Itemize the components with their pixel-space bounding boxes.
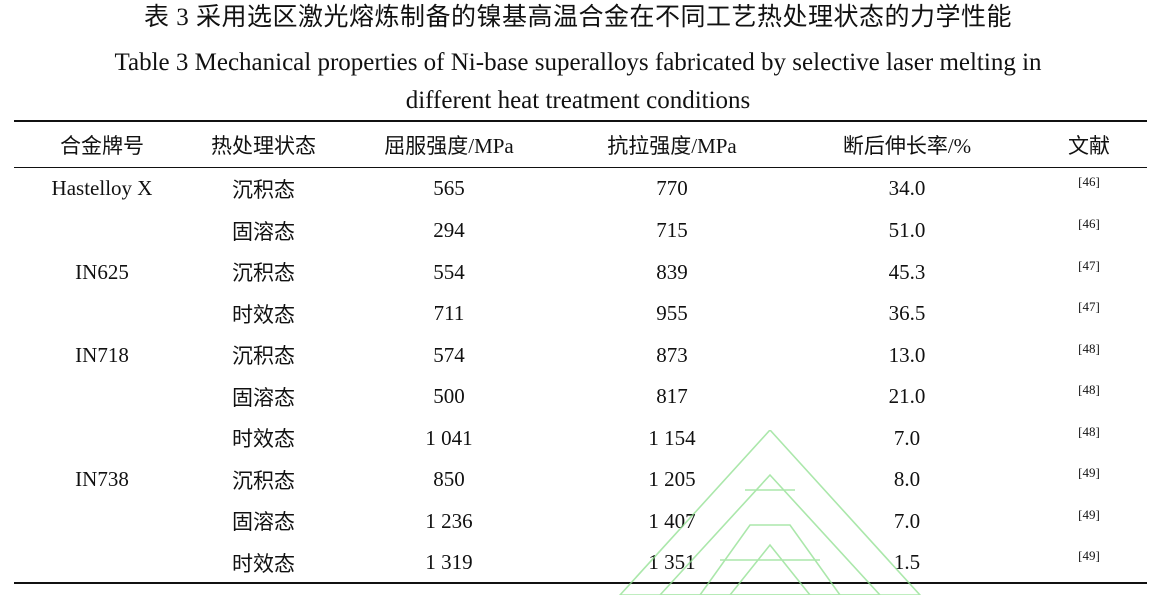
reference-citation: [48] <box>1078 382 1100 398</box>
mechanical-properties-table: 合金牌号 热处理状态 屈服强度/MPa 抗拉强度/MPa 断后伸长率/% 文献 … <box>14 122 1147 584</box>
cell-reference: [48] <box>1031 418 1147 460</box>
header-alloy: 合金牌号 <box>60 133 144 158</box>
cell-tensile: 1 154 <box>648 425 696 450</box>
cell-yield: 500 <box>433 384 465 409</box>
cell-alloy: Hastelloy X <box>51 176 153 200</box>
cell-alloy: IN625 <box>75 259 129 284</box>
cell-reference: [47] <box>1031 293 1147 335</box>
cell-alloy <box>14 210 190 252</box>
header-heat-treatment-state: 热处理状态 <box>211 133 316 158</box>
table-bottom-rule <box>14 582 1147 584</box>
cell-yield: 850 <box>433 467 465 492</box>
table-top-rule <box>14 120 1147 122</box>
reference-citation: [48] <box>1078 340 1100 356</box>
cell-state: 时效态 <box>232 302 295 327</box>
cell-reference: [46] <box>1031 210 1147 252</box>
cell-elongation: 34.0 <box>888 176 926 200</box>
cell-elongation: 1.5 <box>893 550 921 575</box>
cell-state: 沉积态 <box>232 177 295 202</box>
table-row: 固溶态 294 715 51.0 [46] <box>14 210 1147 252</box>
cell-alloy <box>14 501 190 543</box>
table-header-rule <box>14 167 1147 168</box>
cell-state: 固溶态 <box>232 219 295 244</box>
table-row: 固溶态 500 817 21.0 [48] <box>14 376 1147 418</box>
table-row: 时效态 1 319 1 351 1.5 [49] <box>14 542 1147 584</box>
cell-state: 沉积态 <box>232 468 295 493</box>
table-title-chinese: 表 3 采用选区激光熔炼制备的镍基高温合金在不同工艺热处理状态的力学性能 <box>143 4 1012 31</box>
cell-reference: [49] <box>1031 501 1147 543</box>
cell-elongation: 8.0 <box>893 467 921 492</box>
cell-yield: 1 319 <box>425 550 473 575</box>
table-row: 时效态 711 955 36.5 [47] <box>14 293 1147 335</box>
reference-citation: [46] <box>1078 174 1100 189</box>
cell-reference: [48] <box>1031 335 1147 377</box>
header-tensile-strength: 抗拉强度/MPa <box>607 133 737 158</box>
cell-tensile: 817 <box>656 384 688 409</box>
reference-citation: [47] <box>1078 299 1100 315</box>
cell-yield: 294 <box>433 218 465 243</box>
table-row: 固溶态 1 236 1 407 7.0 [49] <box>14 501 1147 543</box>
table-row: IN625 沉积态 554 839 45.3 [47] <box>14 252 1147 294</box>
reference-citation: [49] <box>1078 506 1100 522</box>
table-row: Hastelloy X 沉积态 565 770 34.0 [46] <box>14 167 1147 210</box>
cell-alloy <box>14 376 190 418</box>
cell-alloy: IN718 <box>75 342 129 367</box>
cell-alloy <box>14 293 190 335</box>
cell-reference: [46] <box>1031 167 1147 210</box>
cell-tensile: 1 351 <box>648 550 696 575</box>
cell-reference: [48] <box>1031 376 1147 418</box>
cell-alloy <box>14 542 190 584</box>
cell-tensile: 770 <box>656 176 688 200</box>
reference-citation: [49] <box>1078 465 1100 481</box>
table-row: IN718 沉积态 574 873 13.0 [48] <box>14 335 1147 377</box>
cell-elongation: 21.0 <box>888 384 926 409</box>
cell-reference: [49] <box>1031 542 1147 584</box>
header-yield-strength: 屈服强度/MPa <box>384 133 514 158</box>
cell-alloy: IN738 <box>75 467 129 492</box>
cell-yield: 565 <box>433 176 465 200</box>
table-header-row: 合金牌号 热处理状态 屈服强度/MPa 抗拉强度/MPa 断后伸长率/% 文献 <box>14 122 1147 167</box>
header-elongation: 断后伸长率/% <box>842 133 972 158</box>
cell-tensile: 715 <box>656 218 688 243</box>
reference-citation: [48] <box>1078 423 1100 439</box>
cell-alloy <box>14 418 190 460</box>
cell-reference: [47] <box>1031 252 1147 294</box>
cell-elongation: 13.0 <box>888 342 926 367</box>
table-row: 时效态 1 041 1 154 7.0 [48] <box>14 418 1147 460</box>
cell-yield: 554 <box>433 259 465 284</box>
cell-state: 固溶态 <box>232 510 295 535</box>
cell-state: 固溶态 <box>232 385 295 410</box>
cell-elongation: 7.0 <box>893 508 921 533</box>
cell-elongation: 36.5 <box>888 301 926 326</box>
cell-elongation: 7.0 <box>893 425 921 450</box>
cell-reference: [49] <box>1031 459 1147 501</box>
cell-state: 时效态 <box>232 427 295 452</box>
cell-yield: 574 <box>433 342 465 367</box>
table-title-english-line-2: different heat treatment conditions <box>405 87 751 114</box>
header-reference: 文献 <box>1068 133 1110 158</box>
cell-elongation: 51.0 <box>888 218 926 243</box>
cell-tensile: 873 <box>656 342 688 367</box>
reference-citation: [46] <box>1078 216 1100 232</box>
cell-tensile: 1 407 <box>648 508 696 533</box>
cell-yield: 1 236 <box>425 508 473 533</box>
reference-citation: [47] <box>1078 257 1100 273</box>
cell-state: 沉积态 <box>232 261 295 286</box>
table-row: IN738 沉积态 850 1 205 8.0 [49] <box>14 459 1147 501</box>
cell-yield: 1 041 <box>425 425 473 450</box>
cell-tensile: 955 <box>656 301 688 326</box>
cell-tensile: 1 205 <box>648 467 696 492</box>
cell-state: 时效态 <box>232 551 295 576</box>
reference-citation: [49] <box>1078 548 1100 564</box>
cell-yield: 711 <box>433 301 465 326</box>
cell-tensile: 839 <box>656 259 688 284</box>
table-title-english: Table 3 Mechanical properties of Ni-base… <box>0 44 1156 120</box>
cell-elongation: 45.3 <box>888 259 926 284</box>
cell-state: 沉积态 <box>232 344 295 369</box>
table-title-english-line-1: Table 3 Mechanical properties of Ni-base… <box>114 49 1042 76</box>
